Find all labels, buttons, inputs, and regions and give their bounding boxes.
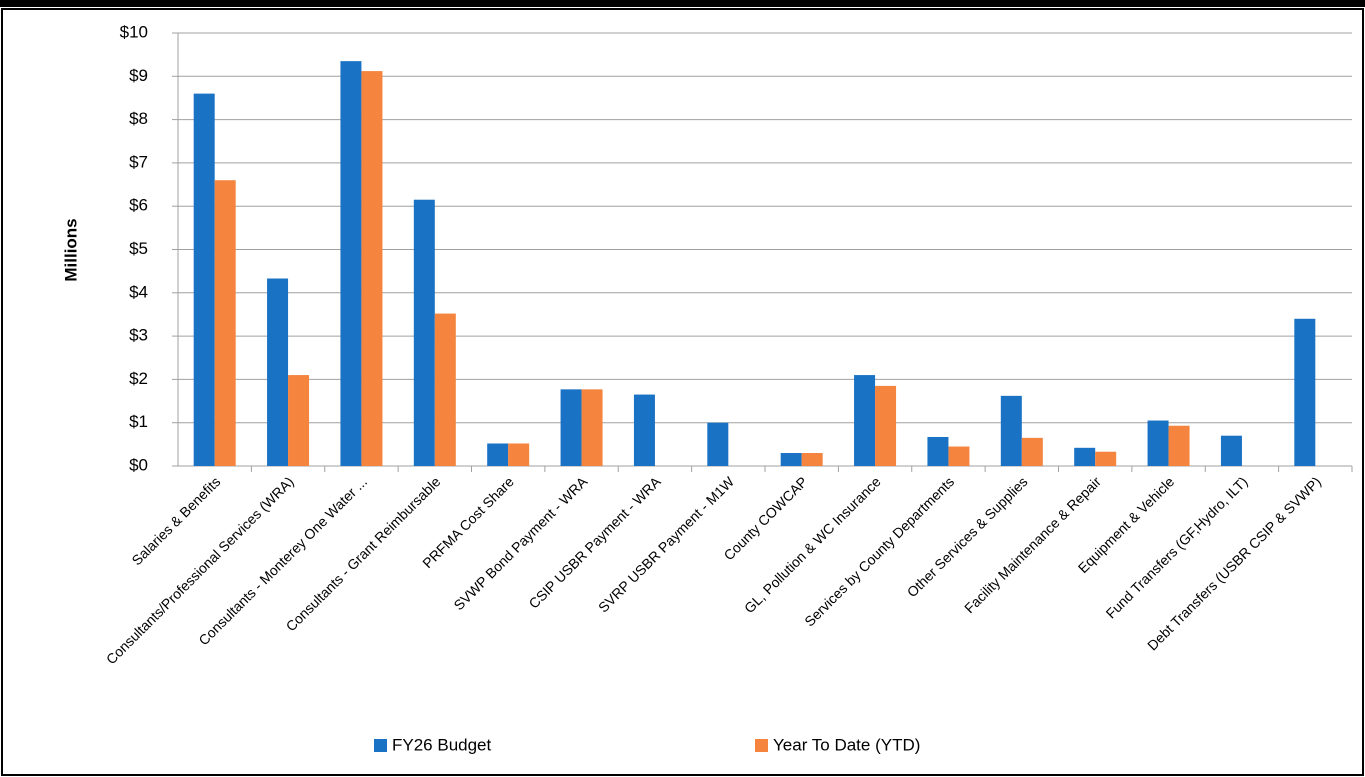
x-tick-label: GL, Pollution & WC Insurance	[741, 473, 884, 616]
y-tick-label: $6	[129, 196, 148, 215]
bar	[927, 436, 949, 466]
y-tick-label: $3	[129, 326, 148, 345]
x-tick-label: SVWP Bond Payment - WRA	[450, 473, 590, 613]
bar	[780, 453, 802, 466]
bar	[707, 422, 729, 466]
x-tick-label: Consultants - Grant Reimbursable	[283, 473, 444, 634]
y-tick-label: $0	[129, 455, 148, 474]
y-tick-label: $2	[129, 369, 148, 388]
legend-label: Year To Date (YTD)	[773, 735, 920, 754]
x-tick-label: Fund Transfers (GF,Hydro, ILT)	[1103, 473, 1251, 621]
y-tick-label: $5	[129, 239, 148, 258]
bar	[1000, 395, 1022, 466]
bar	[340, 61, 362, 467]
x-tick-label: Services by County Departments	[801, 473, 957, 629]
bar	[1168, 425, 1190, 466]
bar	[1220, 435, 1242, 466]
y-axis-label: Millions	[61, 218, 80, 281]
bar	[560, 389, 582, 466]
bar	[1147, 420, 1169, 466]
bar	[581, 389, 603, 466]
top-band	[0, 0, 1365, 7]
y-tick-label: $1	[129, 412, 148, 431]
bar	[508, 443, 530, 466]
frame	[1, 8, 1364, 776]
y-tick-label: $8	[129, 109, 148, 128]
bar	[413, 199, 435, 466]
x-tick-label: SVRP USBR Payment - M1W	[595, 473, 738, 616]
y-tick-label: $4	[129, 282, 148, 301]
bar	[801, 453, 823, 466]
bar	[434, 313, 456, 466]
legend-swatch	[374, 739, 387, 752]
bar	[193, 93, 215, 467]
bar	[633, 394, 655, 466]
bar	[875, 385, 897, 466]
y-tick-label: $10	[120, 22, 148, 41]
bar	[1294, 318, 1316, 466]
bar	[1021, 437, 1043, 466]
y-tick-label: $7	[129, 152, 148, 171]
legend-label: FY26 Budget	[392, 735, 492, 754]
bar	[948, 446, 970, 466]
bar	[288, 375, 310, 466]
bar	[1095, 451, 1117, 466]
x-tick-label: Other Services & Supplies	[904, 473, 1031, 600]
bar	[267, 278, 289, 466]
bar	[361, 71, 383, 466]
bar	[487, 443, 509, 466]
bar	[214, 180, 236, 466]
x-tick-label: Facility Maintenance & Repair	[961, 473, 1104, 616]
x-tick-label: CSIP USBR Payment - WRA	[525, 473, 664, 612]
bar	[854, 375, 876, 466]
legend-swatch	[755, 739, 768, 752]
y-tick-label: $9	[129, 66, 148, 85]
bar	[1074, 447, 1096, 466]
